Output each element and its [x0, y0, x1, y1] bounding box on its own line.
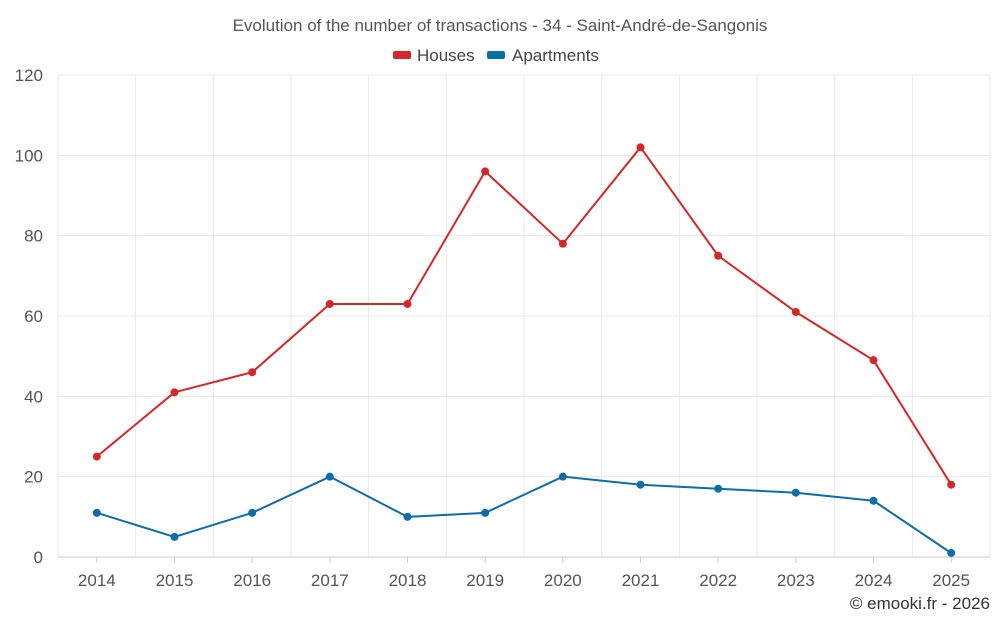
data-point-houses[interactable] — [791, 307, 800, 316]
data-point-apartments[interactable] — [714, 484, 723, 493]
x-tick-label: 2015 — [156, 571, 194, 590]
x-tick-label: 2018 — [389, 571, 427, 590]
data-point-apartments[interactable] — [325, 472, 334, 481]
series-layer — [92, 143, 956, 557]
x-tick-label: 2025 — [932, 571, 970, 590]
y-tick-label: 40 — [24, 387, 43, 406]
data-point-apartments[interactable] — [92, 508, 101, 517]
data-point-apartments[interactable] — [248, 508, 257, 517]
data-point-apartments[interactable] — [558, 472, 567, 481]
x-tick-label: 2022 — [699, 571, 737, 590]
data-point-apartments[interactable] — [869, 496, 878, 505]
credit-text: © emooki.fr - 2026 — [850, 594, 990, 613]
y-tick-label: 0 — [34, 548, 43, 567]
data-point-houses[interactable] — [714, 251, 723, 260]
data-point-apartments[interactable] — [947, 548, 956, 557]
legend: Houses Apartments — [393, 46, 599, 65]
data-point-houses[interactable] — [481, 167, 490, 176]
data-point-houses[interactable] — [403, 299, 412, 308]
data-point-apartments[interactable] — [481, 508, 490, 517]
y-tick-label: 80 — [24, 227, 43, 246]
data-point-apartments[interactable] — [791, 488, 800, 497]
y-tick-label: 20 — [24, 468, 43, 487]
data-point-apartments[interactable] — [636, 480, 645, 489]
x-tick-label: 2014 — [78, 571, 116, 590]
series-line-apartments — [96, 475, 952, 554]
y-tick-label: 60 — [24, 307, 43, 326]
grid — [57, 74, 991, 557]
x-tick-label: 2024 — [855, 571, 893, 590]
data-point-houses[interactable] — [869, 356, 878, 365]
y-tick-label: 120 — [15, 66, 43, 85]
x-tick-label: 2019 — [466, 571, 504, 590]
x-tick-label: 2021 — [622, 571, 660, 590]
data-point-apartments[interactable] — [170, 532, 179, 541]
data-point-houses[interactable] — [558, 239, 567, 248]
x-tick-label: 2020 — [544, 571, 582, 590]
data-point-houses[interactable] — [92, 452, 101, 461]
data-point-houses[interactable] — [636, 143, 645, 152]
data-point-apartments[interactable] — [403, 512, 412, 521]
y-tick-label: 100 — [15, 146, 43, 165]
x-axis: 2014 2015 2016 2017 2018 2019 2020 2021 2022 2023… — [58, 556, 990, 590]
series-line-houses — [96, 146, 953, 486]
series-apartments — [92, 472, 956, 557]
data-point-houses[interactable] — [170, 388, 179, 397]
data-point-houses[interactable] — [325, 299, 334, 308]
x-tick-label: 2016 — [233, 571, 271, 590]
data-point-houses[interactable] — [947, 480, 956, 489]
x-tick-label: 2023 — [777, 571, 815, 590]
legend-swatch-houses — [393, 51, 411, 59]
x-tick-label: 2017 — [311, 571, 349, 590]
series-houses — [92, 143, 956, 489]
data-point-houses[interactable] — [248, 368, 257, 377]
legend-swatch-apartments — [487, 51, 505, 59]
chart-title: Evolution of the number of transactions … — [233, 16, 768, 35]
legend-label-apartments: Apartments — [512, 46, 599, 65]
legend-label-houses: Houses — [417, 46, 475, 65]
y-axis: 0 20 40 60 80 100 120 — [15, 66, 43, 567]
